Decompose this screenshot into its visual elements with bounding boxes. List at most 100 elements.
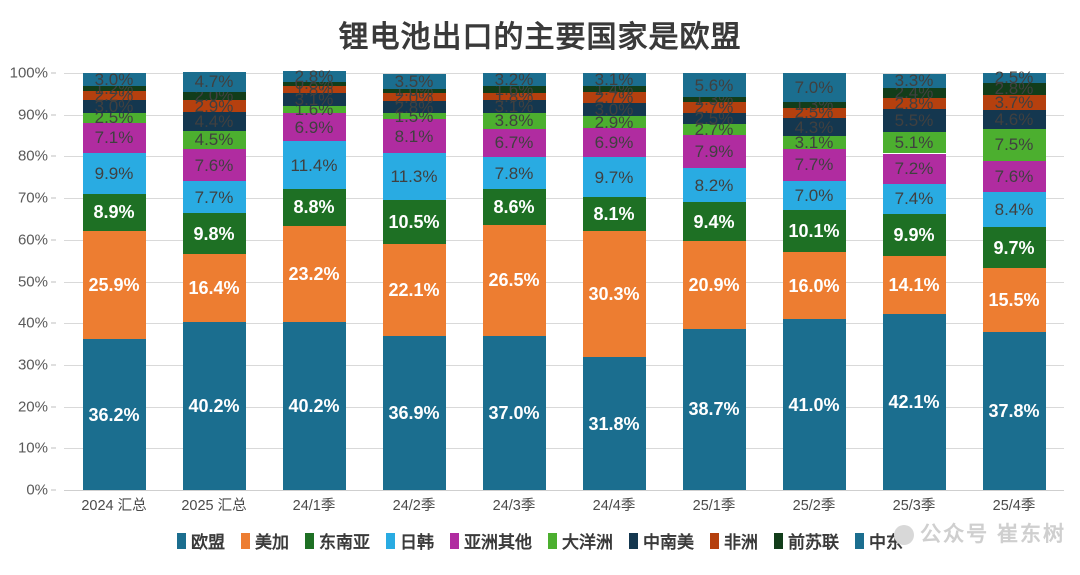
bar-segment[interactable]: 7.7% xyxy=(182,181,246,214)
bar-segment[interactable]: 40.2% xyxy=(182,322,246,490)
bar-segment[interactable]: 2.5% xyxy=(782,104,846,121)
bar-segment[interactable]: 2.8% xyxy=(282,68,346,85)
bar-segment[interactable]: 7.7% xyxy=(782,148,846,182)
bar-segment[interactable]: 8.1% xyxy=(382,119,446,154)
bar-segment[interactable]: 1.8% xyxy=(482,88,546,105)
legend-item[interactable]: 美加 xyxy=(241,528,289,553)
bar-segment[interactable]: 7.2% xyxy=(882,153,946,184)
bar-segment[interactable]: 6.9% xyxy=(282,112,346,142)
bar-segment[interactable]: 3.0% xyxy=(82,98,146,115)
bar-stack[interactable]: 37.0% 26.5% 8.6% 7.8% 6.7% 3.8% 3.1% 1.8% 1.6% 3.… xyxy=(482,71,546,490)
bar-segment[interactable]: 7.6% xyxy=(182,149,246,182)
bar-segment[interactable]: 3.2% xyxy=(482,71,546,88)
bar-stack[interactable]: 38.7% 20.9% 9.4% 8.2% 7.9% 2.7% 2.5% 2.7% 1.3% 5.… xyxy=(682,73,746,490)
bar-segment[interactable]: 42.1% xyxy=(882,314,946,490)
legend-item[interactable]: 东南亚 xyxy=(305,528,370,553)
bar-segment[interactable]: 7.0% xyxy=(782,73,846,103)
bar-segment[interactable]: 10.1% xyxy=(782,210,846,253)
bar-segment[interactable]: 7.8% xyxy=(482,156,546,190)
bar-segment[interactable]: 1.4% xyxy=(582,81,646,98)
bar-segment[interactable]: 2.8% xyxy=(882,95,946,112)
legend-item[interactable]: 欧盟 xyxy=(177,528,225,553)
bar-segment[interactable]: 2.5% xyxy=(82,109,146,126)
bar-stack[interactable]: 36.2% 25.9% 8.9% 9.9% 7.1% 2.5% 3.0% 2.2% 1.2% 3.… xyxy=(82,71,146,490)
bar-segment[interactable]: 1.2% xyxy=(82,80,146,97)
bar-segment[interactable]: 7.0% xyxy=(782,181,846,211)
bar-segment[interactable]: 3.5% xyxy=(382,73,446,90)
legend-item[interactable]: 日韩 xyxy=(386,528,434,553)
bar-segment[interactable]: 38.7% xyxy=(682,328,746,490)
bar-segment[interactable]: 2.8% xyxy=(982,80,1046,97)
bar-segment[interactable]: 5.5% xyxy=(882,109,946,133)
bar-segment[interactable]: 10.5% xyxy=(382,200,446,244)
bar-stack[interactable]: 42.1% 14.1% 9.9% 7.4% 7.2% 5.1% 5.5% 2.8% 2.4% 3.… xyxy=(882,72,946,490)
bar-segment[interactable]: 8.4% xyxy=(982,192,1046,228)
bar-segment[interactable]: 2.5% xyxy=(982,69,1046,86)
bar-segment[interactable]: 4.5% xyxy=(182,130,246,150)
bar-segment[interactable]: 2.7% xyxy=(582,89,646,106)
legend-item[interactable]: 非洲 xyxy=(710,528,758,553)
bar-segment[interactable]: 8.1% xyxy=(582,197,646,232)
bar-segment[interactable]: 36.9% xyxy=(382,336,446,490)
bar-stack[interactable]: 31.8% 30.3% 8.1% 9.7% 6.9% 2.9% 3.0% 2.7% 1.4% 3.… xyxy=(582,71,646,490)
bar-segment[interactable]: 31.8% xyxy=(582,357,646,490)
bar-segment[interactable]: 3.0% xyxy=(582,101,646,118)
bar-segment[interactable]: 5.6% xyxy=(682,73,746,97)
bar-segment[interactable]: 2.8% xyxy=(382,99,446,116)
bar-segment[interactable]: 2.0% xyxy=(182,87,246,104)
bar-segment[interactable]: 2.9% xyxy=(582,114,646,131)
bar-segment[interactable]: 36.2% xyxy=(82,339,146,490)
bar-segment[interactable]: 4.6% xyxy=(982,110,1046,130)
bar-segment[interactable]: 2.9% xyxy=(182,98,246,115)
bar-segment[interactable]: 9.7% xyxy=(582,156,646,198)
bar-segment[interactable]: 30.3% xyxy=(582,231,646,358)
bar-segment[interactable]: 11.3% xyxy=(382,153,446,201)
bar-segment[interactable]: 40.2% xyxy=(282,322,346,490)
bar-segment[interactable]: 1.8% xyxy=(282,81,346,98)
bar-segment[interactable]: 7.9% xyxy=(682,135,746,169)
bar-segment[interactable]: 3.1% xyxy=(482,98,546,115)
bar-segment[interactable]: 41.0% xyxy=(782,319,846,490)
bar-stack[interactable]: 40.2% 16.4% 9.8% 7.7% 7.6% 4.5% 4.4% 2.9% 2.0% 4.… xyxy=(182,72,246,490)
bar-segment[interactable]: 11.4% xyxy=(282,141,346,189)
bar-segment[interactable]: 1.0% xyxy=(382,82,446,99)
bar-segment[interactable]: 6.9% xyxy=(582,128,646,157)
bar-segment[interactable]: 2.7% xyxy=(682,99,746,116)
bar-segment[interactable]: 9.9% xyxy=(882,214,946,256)
bar-segment[interactable]: 23.2% xyxy=(282,225,346,323)
bar-segment[interactable]: 20.9% xyxy=(682,241,746,329)
bar-segment[interactable]: 7.5% xyxy=(982,129,1046,161)
bar-segment[interactable]: 9.8% xyxy=(182,213,246,254)
bar-segment[interactable]: 7.4% xyxy=(882,183,946,215)
legend-item[interactable]: 亚洲其他 xyxy=(450,528,532,553)
bar-segment[interactable]: 2.7% xyxy=(682,121,746,138)
bar-segment[interactable]: 14.1% xyxy=(882,255,946,315)
legend-item[interactable]: 中南美 xyxy=(629,528,694,553)
bar-segment[interactable]: 5.1% xyxy=(882,132,946,154)
bar-segment[interactable]: 1.6% xyxy=(282,101,346,118)
bar-segment[interactable]: 3.3% xyxy=(882,72,946,89)
bar-stack[interactable]: 40.2% 23.2% 8.8% 11.4% 6.9% 1.6% 3.1% 1.8% 0.8% 2… xyxy=(282,68,346,490)
bar-segment[interactable]: 1.3% xyxy=(782,96,846,113)
bar-segment[interactable]: 2.2% xyxy=(82,87,146,104)
bar-segment[interactable]: 0.8% xyxy=(282,75,346,92)
bar-segment[interactable]: 4.4% xyxy=(182,112,246,131)
bar-segment[interactable]: 15.5% xyxy=(982,267,1046,333)
bar-segment[interactable]: 9.4% xyxy=(682,202,746,242)
bar-segment[interactable]: 1.5% xyxy=(382,108,446,125)
bar-segment[interactable]: 2.5% xyxy=(682,110,746,127)
bar-segment[interactable]: 37.0% xyxy=(482,335,546,490)
bar-segment[interactable]: 16.0% xyxy=(782,252,846,320)
bar-segment[interactable]: 16.4% xyxy=(182,254,246,323)
bar-segment[interactable]: 7.1% xyxy=(82,123,146,153)
bar-segment[interactable]: 37.8% xyxy=(982,332,1046,490)
bar-stack[interactable]: 37.8% 15.5% 9.7% 8.4% 7.6% 7.5% 4.6% 3.7% 2.8% 2.… xyxy=(982,69,1046,490)
bar-segment[interactable]: 3.8% xyxy=(482,112,546,129)
legend-item[interactable]: 前苏联 xyxy=(774,528,839,553)
bar-segment[interactable]: 22.1% xyxy=(382,243,446,337)
bar-segment[interactable]: 3.7% xyxy=(982,94,1046,111)
legend-item[interactable]: 大洋洲 xyxy=(548,528,613,553)
bar-segment[interactable]: 8.9% xyxy=(82,193,146,232)
bar-segment[interactable]: 3.1% xyxy=(782,134,846,151)
bar-segment[interactable]: 25.9% xyxy=(82,231,146,340)
